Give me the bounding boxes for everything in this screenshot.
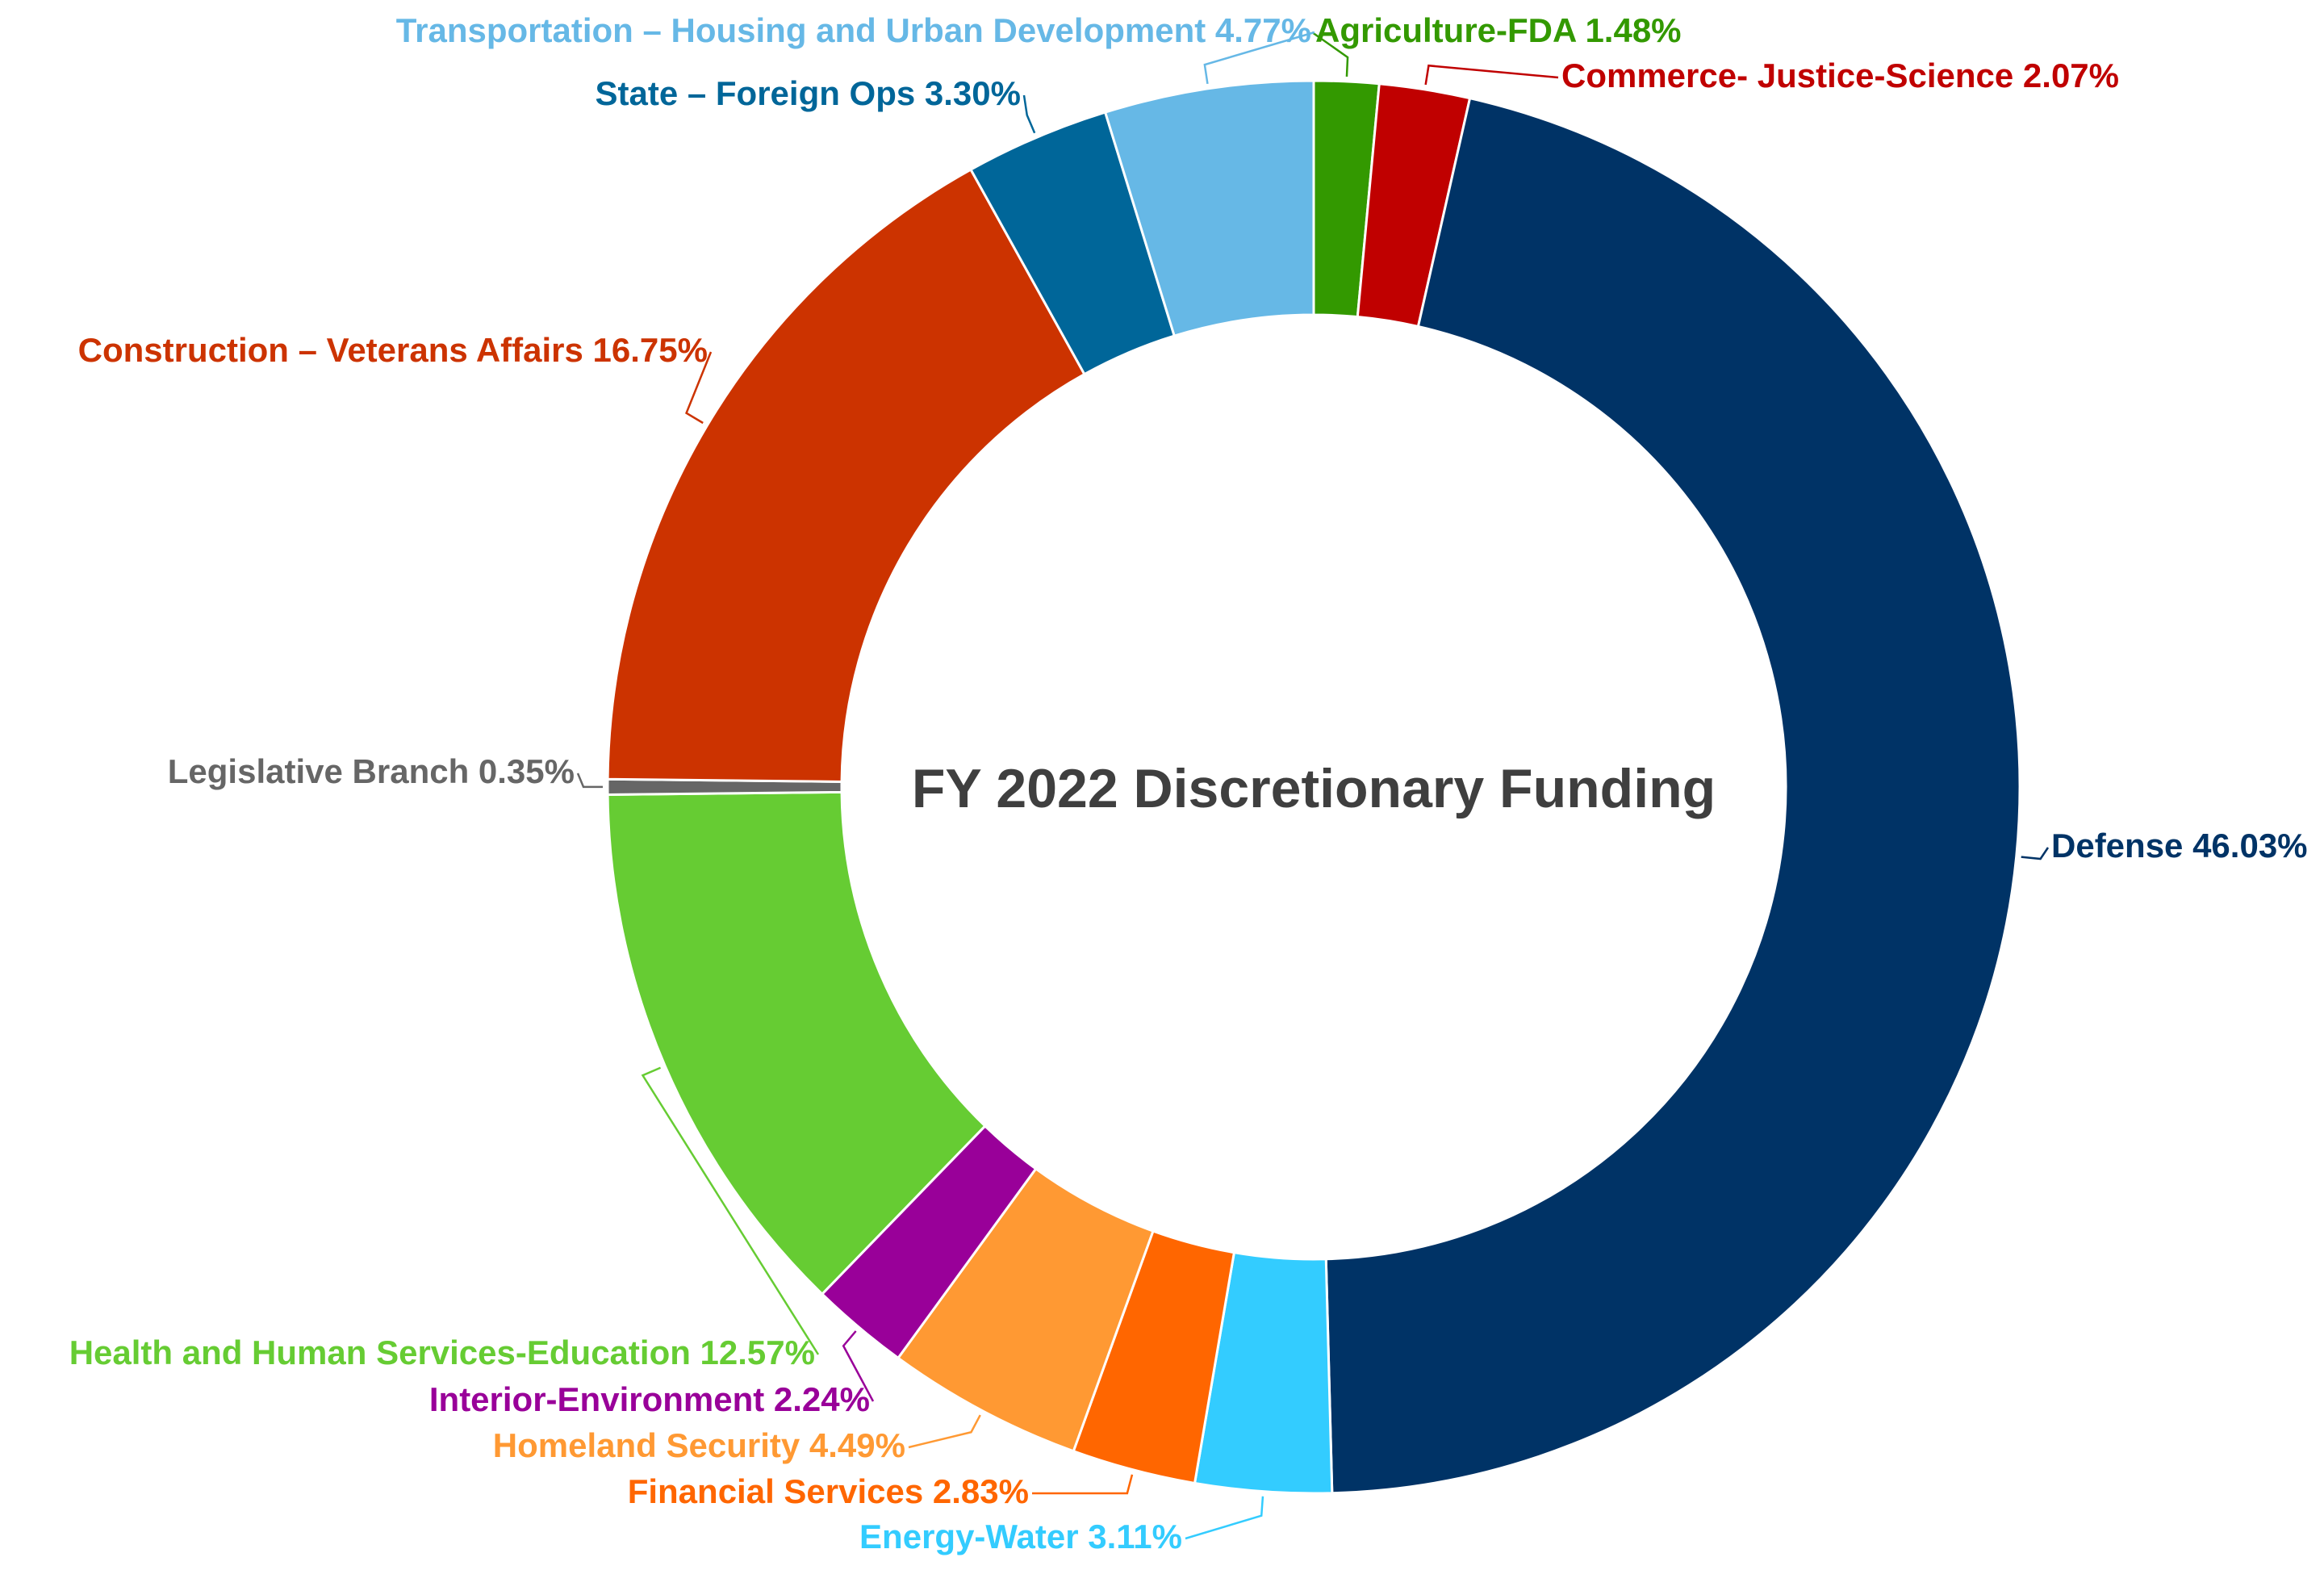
leader-line-financial-services [1031,1474,1134,1495]
leader-line-interior-environment [842,1330,875,1402]
slice-transportation-housing-and-urban-development [1103,79,1315,337]
slice-label-state-foreign-ops: State – Foreign Ops 3.30% [595,74,1021,112]
slice-label-legislative-branch: Legislative Branch 0.35% [168,752,575,790]
leader-line-transportation-housing-and-urban-development [1203,31,1315,85]
slice-label-interior-environment: Interior-Environment 2.24% [429,1380,870,1418]
slice-label-transportation-housing-and-urban-development: Transportation – Housing and Urban Devel… [396,11,1311,49]
slice-label-homeland-security: Homeland Security 4.49% [493,1426,905,1464]
slice-label-financial-services: Financial Services 2.83% [628,1472,1029,1510]
slice-label-agriculture-fda: Agriculture-FDA 1.48% [1315,11,1682,49]
leader-line-health-and-human-services-education [641,1066,820,1355]
leader-line-construction-veterans-affairs [685,351,713,425]
slice-construction-veterans-affairs [606,168,1086,783]
leader-line-agriculture-fda [1311,31,1349,77]
leader-line-homeland-security [908,1414,981,1449]
leader-line-defense [2021,847,2050,860]
slice-defense [1324,96,2021,1495]
slice-label-defense: Defense 46.03% [2051,827,2308,865]
chart-title: FY 2022 Discretionary Funding [912,758,1716,819]
slice-label-commerce-justice-science: Commerce- Justice-Science 2.07% [1561,57,2119,94]
slice-label-energy-water: Energy-Water 3.11% [859,1518,1182,1555]
leader-line-state-foreign-ops [1022,94,1036,134]
slice-health-and-human-services-education [606,790,987,1296]
leader-line-legislative-branch [576,772,604,789]
slice-labels: Agriculture-FDA 1.48% Commerce- Justice-S… [69,11,2308,1555]
leader-lines [576,31,2050,1540]
donut-slices [606,79,2021,1495]
slice-label-construction-veterans-affairs: Construction – Veterans Affairs 16.75% [78,331,708,369]
slice-label-health-and-human-services-education: Health and Human Services-Education 12.5… [69,1333,815,1371]
leader-line-energy-water [1185,1496,1264,1540]
leader-line-commerce-justice-science [1424,64,1559,86]
